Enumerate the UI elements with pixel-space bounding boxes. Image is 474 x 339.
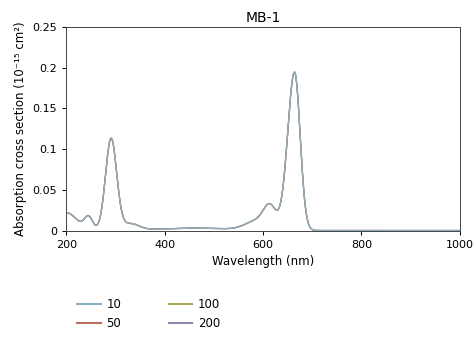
50 — [64, 211, 69, 215]
50 — [231, 226, 237, 230]
10 — [231, 226, 237, 230]
100 — [231, 226, 237, 230]
100 — [64, 211, 69, 215]
50 — [457, 228, 463, 233]
100 — [292, 70, 297, 74]
10 — [64, 211, 69, 215]
X-axis label: Wavelength (nm): Wavelength (nm) — [212, 255, 314, 268]
10 — [407, 228, 413, 233]
Legend: 10, 50, 100, 200: 10, 50, 100, 200 — [72, 293, 225, 335]
100 — [214, 226, 220, 231]
100 — [457, 228, 463, 233]
50 — [132, 222, 137, 226]
100 — [109, 136, 114, 140]
100 — [407, 228, 413, 233]
10 — [109, 136, 114, 140]
200 — [132, 222, 137, 226]
50 — [407, 228, 413, 233]
50 — [449, 228, 455, 233]
10 — [292, 70, 297, 74]
10 — [457, 228, 463, 233]
200 — [449, 228, 455, 233]
Line: 100: 100 — [66, 72, 460, 231]
50 — [292, 70, 297, 74]
200 — [64, 211, 69, 215]
100 — [449, 228, 455, 233]
200 — [457, 228, 463, 233]
Line: 200: 200 — [66, 73, 460, 231]
200 — [292, 71, 297, 75]
200 — [231, 226, 237, 230]
10 — [214, 226, 220, 231]
200 — [407, 228, 413, 233]
10 — [132, 222, 137, 226]
50 — [214, 226, 220, 231]
100 — [132, 222, 137, 226]
200 — [214, 226, 220, 231]
Title: MB-1: MB-1 — [246, 11, 281, 24]
Line: 50: 50 — [66, 72, 460, 231]
Y-axis label: Absorption cross section (10⁻¹⁵ cm²): Absorption cross section (10⁻¹⁵ cm²) — [14, 21, 27, 236]
Line: 10: 10 — [66, 72, 460, 231]
10 — [449, 228, 455, 233]
200 — [109, 136, 114, 140]
50 — [109, 136, 114, 140]
